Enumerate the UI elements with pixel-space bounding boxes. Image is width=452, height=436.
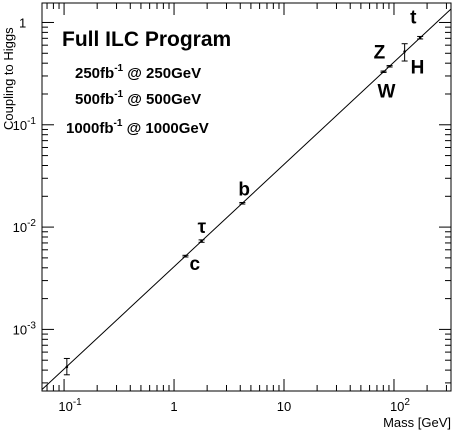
axis-tick-labels: 10-1 1 10 102 10-3 10-2 10-1 1	[13, 15, 411, 414]
annotation-line: 1000fb-1 @ 1000GeV	[66, 118, 209, 137]
particle-label: H	[411, 58, 425, 79]
data-point	[382, 70, 385, 74]
annotation-line: 250fb-1 @ 250GeV	[75, 63, 201, 82]
y-tick-label: 10-3	[13, 320, 37, 337]
annotation-line: 500fb-1 @ 500GeV	[75, 89, 201, 108]
particle-label: τ	[198, 217, 207, 238]
annotation-lines: 250fb-1 @ 250GeV 500fb-1 @ 500GeV 1000fb-1…	[66, 63, 209, 137]
data-point	[241, 201, 244, 205]
x-tick-label: 10	[277, 399, 291, 414]
y-tick-label: 10-1	[13, 116, 37, 133]
y-tick-label: 1	[19, 15, 26, 30]
x-tick-label: 102	[390, 397, 410, 414]
data-point	[200, 239, 203, 243]
x-tick-label: 1	[170, 399, 177, 414]
y-tick-label: 10-2	[13, 218, 37, 235]
x-tick-label: 10-1	[58, 397, 82, 414]
particle-label: Z	[374, 42, 386, 63]
data-point	[65, 365, 69, 369]
particle-label: c	[189, 254, 200, 275]
y-axis-label: Coupling to Higgs	[1, 27, 16, 130]
x-axis-label: Mass [GeV]	[383, 415, 451, 430]
plot-frame	[41, 2, 452, 392]
particle-label: W	[378, 82, 396, 103]
data-point	[403, 50, 406, 53]
particle-label: b	[238, 179, 250, 200]
particle-labels: cτ b WZ Ht	[189, 8, 424, 275]
data-point	[388, 64, 391, 68]
data-point	[418, 36, 422, 39]
annotation-title: Full ILC Program	[62, 28, 231, 51]
axis-ticks	[42, 3, 451, 391]
data-point	[184, 254, 187, 258]
particle-label: t	[410, 8, 417, 29]
data-points	[63, 35, 424, 376]
